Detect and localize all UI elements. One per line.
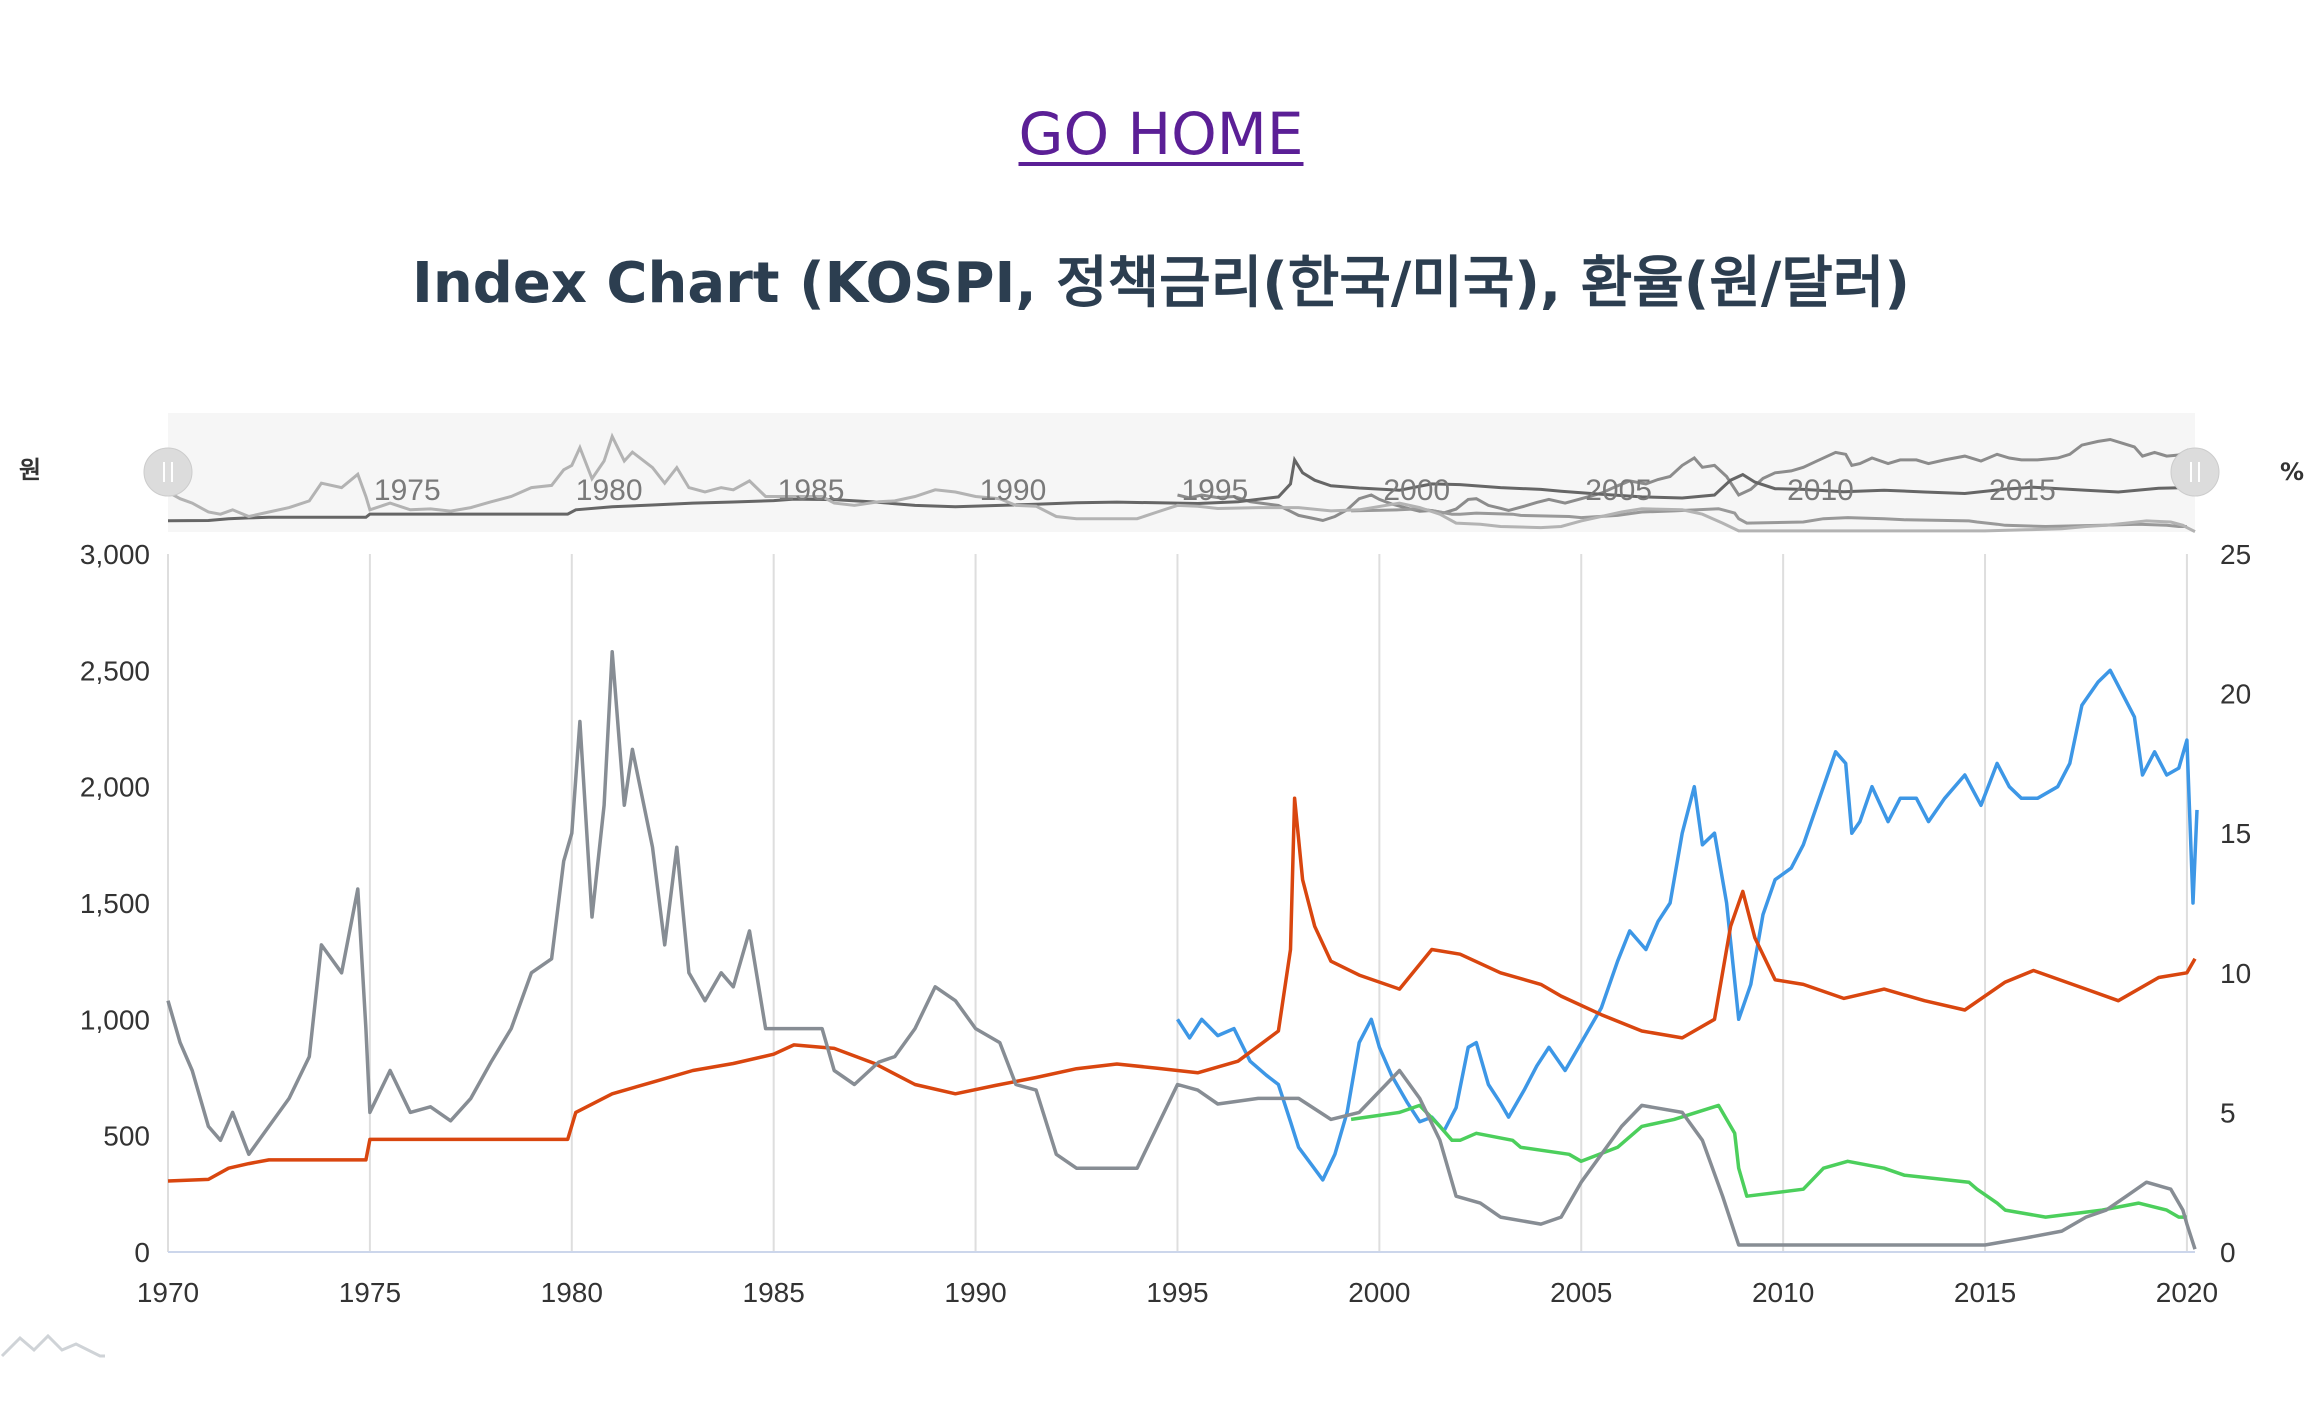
x-tick-label: 2015 xyxy=(1954,1277,2016,1308)
x-tick-label: 1970 xyxy=(137,1277,199,1308)
x-tick-label: 1995 xyxy=(1146,1277,1208,1308)
y-right-tick-label: 5 xyxy=(2220,1097,2236,1128)
y-left-tick-label: 1,500 xyxy=(80,888,150,919)
navigator-tick-label: 1985 xyxy=(778,474,845,507)
navigator-tick-label: 2010 xyxy=(1787,474,1854,507)
x-tick-label: 2010 xyxy=(1752,1277,1814,1308)
navigator-series-line xyxy=(167,432,2196,533)
y-left-tick-label: 3,000 xyxy=(80,539,150,570)
y-left-tick-label: 1,000 xyxy=(80,1004,150,1035)
navigator-tick-label: 2005 xyxy=(1585,474,1652,507)
y-right-tick-label: 10 xyxy=(2220,958,2251,989)
y-left-tick-label: 0 xyxy=(134,1237,150,1268)
range-navigator[interactable]: 1975 1980 1985 1990 1995 2000 2005 2010 2015 xyxy=(143,413,2220,533)
navigator-background xyxy=(168,413,2195,532)
x-tick-label: 1975 xyxy=(339,1277,401,1308)
y-right-tick-label: 15 xyxy=(2220,818,2251,849)
x-tick-label: 2005 xyxy=(1550,1277,1612,1308)
y-left-tick-label: 2,500 xyxy=(80,655,150,686)
right-axis-unit: % xyxy=(2280,458,2304,486)
chart-grid xyxy=(167,554,2188,1252)
x-tick-label: 1990 xyxy=(944,1277,1006,1308)
navigator-tick-label: 1995 xyxy=(1181,474,1248,507)
y-right-tick-label: 0 xyxy=(2220,1237,2236,1268)
navigator-tick-label: 2015 xyxy=(1989,474,2056,507)
chart-logo xyxy=(0,1333,105,1358)
x-tick-label: 1985 xyxy=(743,1277,805,1308)
navigator-series-line xyxy=(1177,437,2199,523)
series-line xyxy=(1350,1103,2187,1219)
x-tick-label: 2000 xyxy=(1348,1277,1410,1308)
logo-mark xyxy=(0,1333,105,1358)
navigator-left-handle[interactable] xyxy=(143,447,193,497)
left-axis-unit: 원 xyxy=(19,456,41,484)
y-right-tick-label: 25 xyxy=(2220,539,2251,570)
navigator-tick-label: 2000 xyxy=(1383,474,1450,507)
series-line xyxy=(166,649,2197,1250)
navigator-tick-label: 1980 xyxy=(576,474,643,507)
handle-circle xyxy=(143,447,193,497)
handle-circle xyxy=(2170,447,2220,497)
y-right-tick-label: 20 xyxy=(2220,679,2251,710)
navigator-right-handle[interactable] xyxy=(2170,447,2220,497)
navigator-series-line xyxy=(1351,507,2187,529)
navigator-tick-label: 1990 xyxy=(980,474,1047,507)
y-left-tick-label: 2,000 xyxy=(80,772,150,803)
go-home-link[interactable]: GO HOME xyxy=(1018,100,1304,168)
navigator-tick-label: 1975 xyxy=(374,474,441,507)
y-left-tick-label: 500 xyxy=(103,1121,150,1152)
chart-series xyxy=(166,649,2199,1250)
page-title: Index Chart (KOSPI, 정책금리(한국/미국), 환율(원/달러… xyxy=(412,251,1910,316)
chart-axes: 1970 1975 1980 1985 1990 1995 2000 2005 2010 2015… xyxy=(19,456,2304,1308)
series-line xyxy=(167,796,2197,1183)
x-tick-label: 1980 xyxy=(541,1277,603,1308)
series-line xyxy=(1176,668,2199,1182)
navigator-series-line xyxy=(167,455,2196,523)
x-tick-label: 2020 xyxy=(2156,1277,2218,1308)
